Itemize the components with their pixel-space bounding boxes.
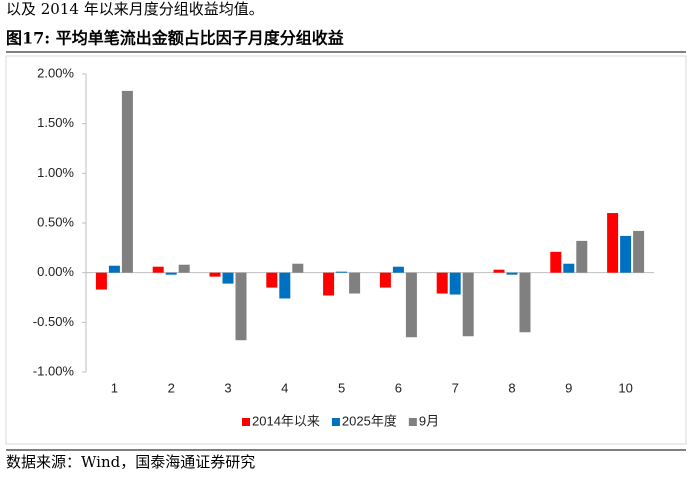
bar	[449, 272, 461, 295]
bar	[95, 272, 107, 290]
bar	[222, 272, 234, 284]
bar	[563, 263, 575, 273]
x-tick-label: 6	[395, 380, 402, 395]
bar	[493, 269, 505, 273]
figure-title: 图17: 平均单笔流出金额占比因子月度分组收益	[6, 29, 344, 48]
y-tick-label: 2.00%	[37, 65, 74, 80]
legend-swatch	[408, 418, 417, 426]
x-tick-label: 5	[338, 380, 345, 395]
bar	[323, 272, 335, 296]
y-tick-label: 1.50%	[37, 115, 74, 130]
bar	[462, 272, 474, 337]
bar	[108, 265, 120, 273]
bar	[121, 90, 133, 273]
legend-swatch	[331, 418, 340, 426]
bar	[209, 272, 221, 277]
bar	[550, 251, 562, 273]
x-tick-label: 1	[111, 380, 118, 395]
bar	[266, 272, 278, 288]
bar	[379, 272, 391, 288]
bar	[633, 230, 645, 273]
bar	[279, 272, 291, 299]
bar	[405, 272, 417, 338]
bar	[235, 272, 247, 341]
x-tick-label: 9	[565, 380, 572, 395]
x-tick-label: 3	[224, 380, 231, 395]
bar	[178, 264, 190, 273]
bar	[349, 272, 361, 294]
y-tick-label: 0.50%	[37, 214, 74, 229]
bar	[436, 272, 448, 294]
intro-text: 以及 2014 年以来月度分组收益均值。	[6, 0, 264, 18]
x-tick-label: 7	[452, 380, 459, 395]
y-tick-label: 0.00%	[37, 264, 74, 279]
x-tick-label: 8	[508, 380, 515, 395]
bar	[607, 213, 619, 273]
bar	[152, 266, 164, 273]
bar	[165, 272, 177, 275]
chart-frame	[5, 55, 687, 445]
bar	[392, 266, 404, 273]
y-tick-label: -0.50%	[33, 314, 75, 329]
bar	[292, 263, 304, 273]
bar	[506, 272, 518, 275]
legend-label: 2014年以来	[252, 413, 320, 428]
x-tick-label: 4	[281, 380, 288, 395]
bar	[336, 271, 348, 273]
y-tick-label: -1.00%	[33, 363, 75, 378]
bar	[620, 235, 632, 273]
bar	[519, 272, 531, 333]
bar	[576, 240, 588, 273]
source-text: 数据来源：Wind，国泰海通证券研究	[6, 453, 255, 471]
y-tick-label: 1.00%	[37, 165, 74, 180]
legend-label: 9月	[419, 413, 439, 428]
x-tick-label: 10	[618, 380, 632, 395]
x-tick-label: 2	[168, 380, 175, 395]
legend-swatch	[242, 418, 250, 426]
legend-label: 2025年度	[342, 413, 397, 428]
